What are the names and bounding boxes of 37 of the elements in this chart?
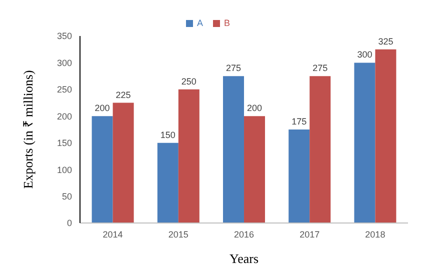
bar <box>375 49 396 223</box>
data-label: 275 <box>312 63 328 74</box>
x-axis-title: Years <box>229 251 259 266</box>
data-label: 175 <box>292 116 307 126</box>
y-tick-label: 350 <box>56 31 72 42</box>
data-label: 300 <box>357 50 372 60</box>
y-tick-label: 300 <box>56 58 72 68</box>
x-tick-label: 2018 <box>365 229 386 240</box>
data-label: 325 <box>378 36 394 46</box>
y-tick-label: 0 <box>66 218 72 228</box>
y-axis-title: Exports (in ₹ millions) <box>20 70 36 189</box>
x-tick-label: 2015 <box>168 229 188 240</box>
legend-label: B <box>224 18 230 28</box>
bar <box>92 116 113 223</box>
bar <box>288 130 310 223</box>
y-tick-label: 200 <box>56 111 72 122</box>
data-label: 275 <box>226 63 242 74</box>
bar <box>178 89 200 223</box>
data-label: 250 <box>181 76 196 86</box>
bar <box>244 116 266 223</box>
y-tick-label: 100 <box>56 164 72 175</box>
legend-label: A <box>196 18 203 28</box>
data-label: 150 <box>160 130 176 140</box>
x-tick-label: 2014 <box>102 229 123 240</box>
y-tick-label: 150 <box>56 138 72 148</box>
bar <box>354 62 376 223</box>
data-label: 200 <box>246 103 262 114</box>
y-tick-label: 50 <box>62 191 72 202</box>
y-tick-label: 250 <box>56 84 72 95</box>
bar <box>112 102 134 223</box>
data-label: 225 <box>116 90 131 100</box>
x-tick-label: 2017 <box>300 229 320 240</box>
x-tick-label: 2016 <box>234 229 254 240</box>
bar <box>310 76 331 223</box>
bar <box>157 142 178 223</box>
data-label: 200 <box>94 103 110 114</box>
bar <box>223 76 244 223</box>
